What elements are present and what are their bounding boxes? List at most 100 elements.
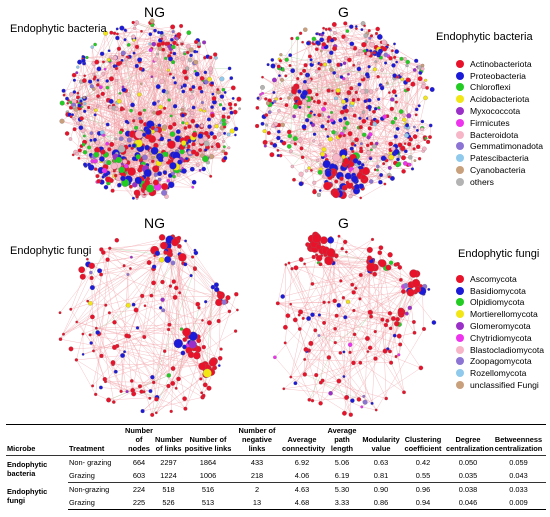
network-node xyxy=(318,401,323,406)
network-node xyxy=(213,52,218,57)
network-node xyxy=(347,82,351,86)
network-node xyxy=(115,27,119,31)
network-node xyxy=(226,132,231,137)
network-edge xyxy=(382,118,392,153)
network-node xyxy=(341,99,346,104)
network-node xyxy=(71,153,75,157)
network-node xyxy=(359,148,364,154)
network-node xyxy=(178,291,182,295)
network-node xyxy=(383,322,389,328)
network-edge xyxy=(219,300,221,366)
network-node xyxy=(380,68,384,72)
network-edge xyxy=(67,28,135,104)
network-edge xyxy=(355,286,404,289)
network-edge xyxy=(116,34,151,109)
network-node xyxy=(103,30,109,36)
network-node xyxy=(306,73,310,77)
network-node xyxy=(176,235,182,241)
network-node xyxy=(388,91,391,94)
network-node xyxy=(114,66,119,71)
network-edge xyxy=(274,249,370,358)
network-node xyxy=(150,146,159,155)
header-degree-centralization: Degree centralization xyxy=(445,424,494,456)
network-node xyxy=(197,133,204,139)
network-node xyxy=(408,155,413,160)
network-node xyxy=(123,38,127,42)
network-node xyxy=(221,149,226,154)
network-node xyxy=(190,111,195,116)
network-node xyxy=(150,125,156,131)
network-node xyxy=(65,96,69,101)
network-node xyxy=(345,250,348,254)
network-node xyxy=(411,320,416,324)
fungi-legend-item: Rozellomycota xyxy=(456,367,544,379)
network-node xyxy=(168,284,173,288)
network-node xyxy=(421,84,426,90)
network-node xyxy=(302,79,307,84)
network-node xyxy=(116,61,121,67)
network-edge xyxy=(93,63,109,101)
network-edge xyxy=(156,372,208,414)
value-cell: 2 xyxy=(254,485,260,494)
legend-swatch xyxy=(456,345,464,354)
network-node xyxy=(320,151,326,157)
legend-swatch xyxy=(456,95,464,104)
network-node xyxy=(352,308,356,313)
network-node xyxy=(152,179,159,186)
network-node xyxy=(184,239,188,243)
fungi-legend-item: Basidiomycota xyxy=(456,285,544,297)
network-edge xyxy=(277,279,401,304)
network-node xyxy=(383,52,388,57)
network-node xyxy=(284,74,288,78)
network-node xyxy=(96,104,100,108)
network-node xyxy=(335,88,341,93)
network-node xyxy=(349,24,354,29)
network-node xyxy=(367,29,371,33)
network-node xyxy=(162,156,169,163)
network-node xyxy=(219,76,225,82)
network-node xyxy=(382,348,388,354)
network-node xyxy=(74,358,79,362)
network-edge xyxy=(158,79,210,87)
network-node xyxy=(88,262,95,269)
network-edge xyxy=(172,236,193,345)
network-node xyxy=(424,136,428,140)
network-node xyxy=(105,257,110,262)
network-node xyxy=(227,309,232,314)
network-node xyxy=(131,302,136,307)
bacteria-legend-item: Gemmatimonadota xyxy=(456,141,543,153)
value-cell: 513 xyxy=(183,496,233,510)
network-node xyxy=(199,377,203,381)
network-node xyxy=(296,99,303,106)
network-node xyxy=(109,56,112,60)
network-node xyxy=(198,148,203,153)
network-node xyxy=(389,106,394,112)
network-edge xyxy=(368,137,388,158)
network-node xyxy=(195,50,199,54)
network-node xyxy=(285,313,291,319)
network-node xyxy=(332,153,341,162)
network-node xyxy=(90,45,94,49)
network-edge xyxy=(91,277,94,351)
network-node xyxy=(320,49,323,53)
network-node xyxy=(316,158,320,163)
network-node xyxy=(315,243,322,250)
network-edge xyxy=(312,52,375,63)
value-cell: 516 xyxy=(201,485,215,494)
network-node xyxy=(420,119,425,124)
network-node xyxy=(337,234,341,238)
network-node xyxy=(98,85,103,90)
network-edge xyxy=(201,82,213,142)
network-node xyxy=(347,57,352,63)
network-edge xyxy=(354,107,368,116)
network-node xyxy=(92,73,96,76)
network-node xyxy=(328,391,333,396)
network-node xyxy=(195,163,200,167)
network-node xyxy=(292,317,298,323)
network-node xyxy=(373,168,377,172)
network-node xyxy=(186,43,191,49)
network-edge xyxy=(70,343,179,350)
network-node xyxy=(127,167,136,176)
network-edge xyxy=(285,62,313,77)
network-node xyxy=(116,32,119,36)
